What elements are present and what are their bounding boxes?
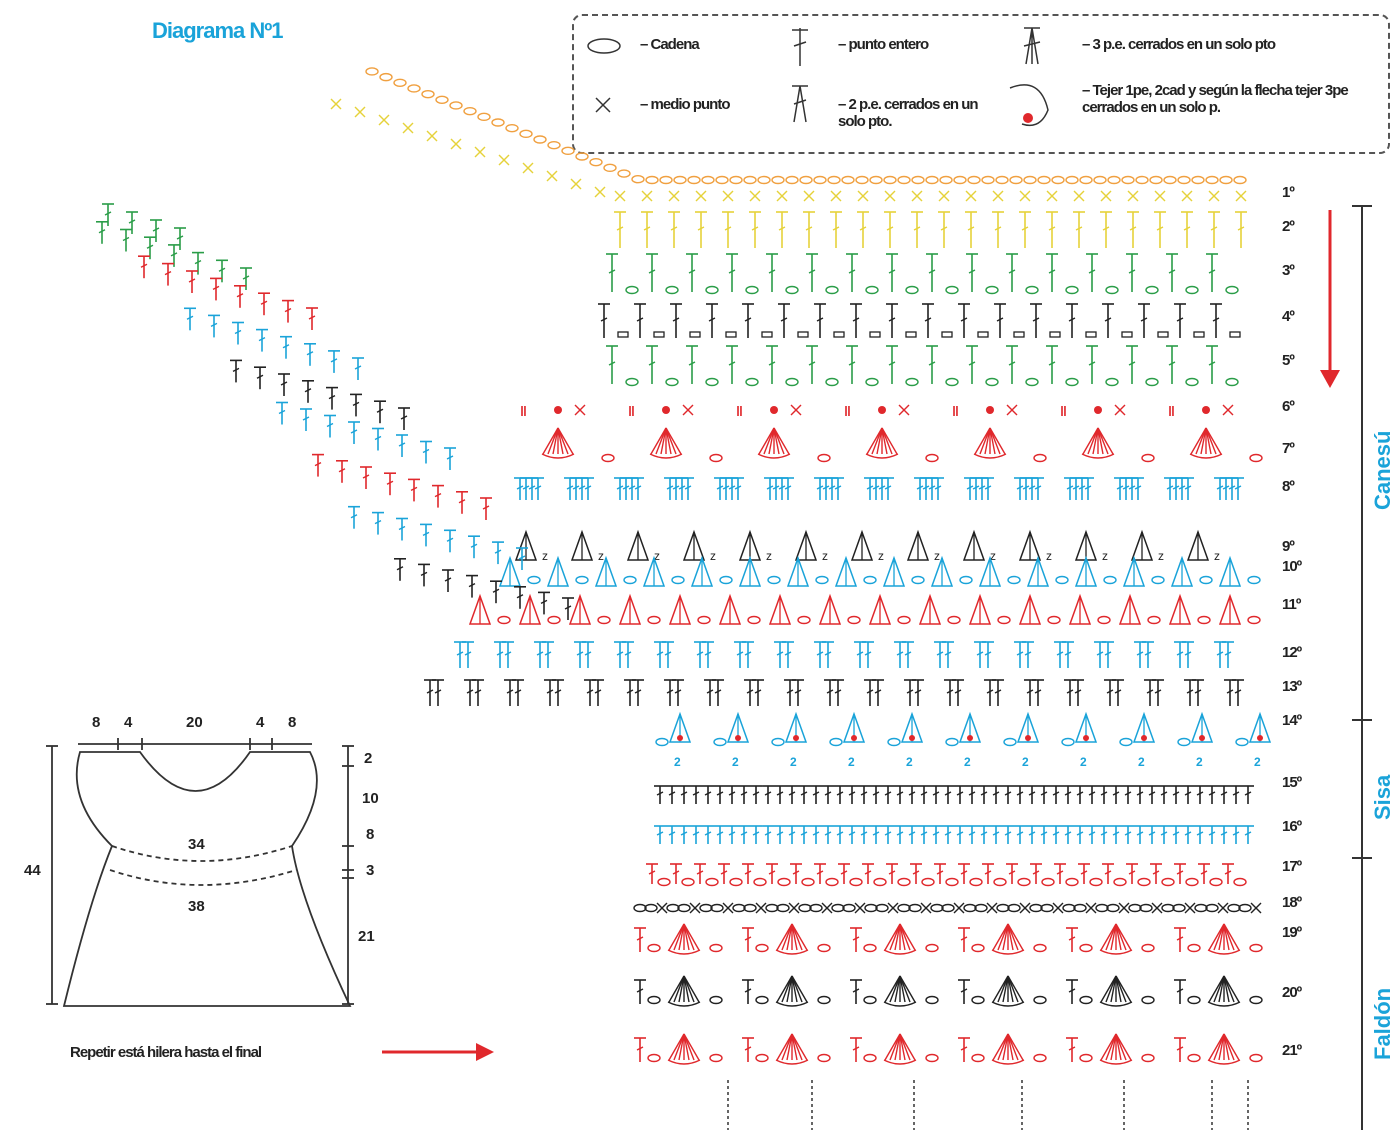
svg-text:ǁ: ǁ [520,403,527,419]
svg-text:z: z [710,549,716,563]
row-label: 18º [1282,894,1302,911]
svg-text:2: 2 [732,755,739,769]
legend-dc3tog: – 3 p.e. cerrados en un solo pto [1082,36,1276,53]
dim-top-5: 8 [288,714,297,731]
legend-dc2tog: – 2 p.e. cerrados en un solo pto. [838,96,979,130]
svg-text:z: z [934,549,940,563]
legend-box: – Cadena – medio punto – punto entero – … [572,14,1390,154]
dim-right-1: 2 [364,750,373,767]
svg-text:z: z [1158,549,1164,563]
footer-note: Repetir está hilera hasta el final [70,1044,262,1061]
svg-text:2: 2 [1080,755,1087,769]
dim-right-4: 3 [366,862,375,879]
svg-text:ǁ: ǁ [628,403,635,419]
svg-text:2: 2 [674,755,681,769]
row-label: 20º [1282,984,1302,1001]
dim-top-4: 4 [256,714,265,731]
row-label: 17º [1282,858,1302,875]
legend-single-crochet: – medio punto [640,96,730,113]
row-label: 14º [1282,712,1302,729]
svg-text:ǁ: ǁ [1168,403,1175,419]
svg-text:2: 2 [964,755,971,769]
svg-text:z: z [766,549,772,563]
row-label: 6º [1282,398,1295,415]
dim-right-2: 10 [362,790,379,807]
row-label: 2º [1282,218,1295,235]
svg-text:ǁ: ǁ [844,403,851,419]
row-label: 12º [1282,644,1302,661]
svg-text:z: z [598,549,604,563]
row-label: 15º [1282,774,1302,791]
row-label: 4º [1282,308,1295,325]
row-label: 5º [1282,352,1295,369]
dim-right-3: 8 [366,826,375,843]
svg-text:ǁ: ǁ [736,403,743,419]
diagram-title: Diagrama Nº1 [152,18,284,43]
svg-text:2: 2 [906,755,913,769]
svg-text:z: z [990,549,996,563]
legend-special: – Tejer 1pe, 2cad y según la flecha teje… [1082,82,1349,116]
svg-text:2: 2 [790,755,797,769]
row-label: 13º [1282,678,1302,695]
svg-text:z: z [1046,549,1052,563]
dim-top-2: 4 [124,714,133,731]
row-label: 7º [1282,440,1295,457]
svg-text:2: 2 [1196,755,1203,769]
svg-text:2: 2 [1138,755,1145,769]
svg-text:ǁ: ǁ [952,403,959,419]
row-label: 8º [1282,478,1295,495]
legend-double-crochet: – punto entero [838,36,929,53]
svg-text:2: 2 [848,755,855,769]
row-label: 19º [1282,924,1302,941]
svg-text:z: z [654,549,660,563]
legend-chain: – Cadena [640,36,700,53]
dim-height-total: 44 [24,862,41,879]
row-label: 3º [1282,262,1295,279]
dim-right-5: 21 [358,928,375,945]
svg-text:z: z [878,549,884,563]
dim-top-1: 8 [92,714,101,731]
row-label: 16º [1282,818,1302,835]
row-label: 10º [1282,558,1302,575]
svg-text:2: 2 [1254,755,1261,769]
svg-text:2: 2 [1022,755,1029,769]
svg-text:z: z [1102,549,1108,563]
svg-text:z: z [1214,549,1220,563]
row-label: 11º [1282,596,1301,613]
row-label: 21º [1282,1042,1302,1059]
row-label: 1º [1282,184,1295,201]
svg-text:z: z [542,549,548,563]
dim-lower-width: 38 [188,898,205,915]
svg-text:z: z [822,549,828,563]
dim-upper-width: 34 [188,836,205,853]
dim-top-3: 20 [186,714,203,731]
svg-text:ǁ: ǁ [1060,403,1067,419]
row-label: 9º [1282,538,1295,555]
